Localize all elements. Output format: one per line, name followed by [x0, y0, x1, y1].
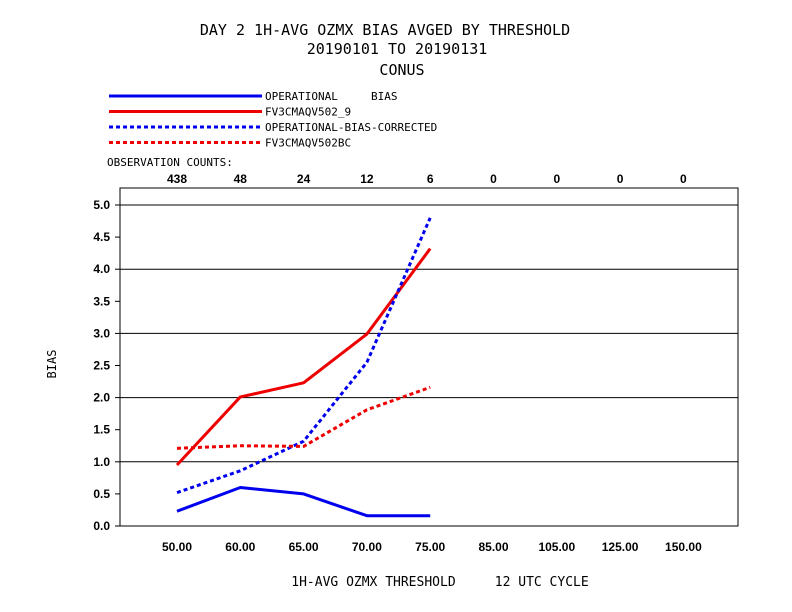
y-tick-label: 2.0 [93, 391, 110, 405]
series-line [176, 485, 431, 518]
observation-count: 6 [427, 172, 434, 186]
chart-title-line-1: DAY 2 1H-AVG OZMX BIAS AVGED BY THRESHOL… [200, 21, 570, 39]
y-tick-label: 4.5 [93, 230, 110, 244]
y-axis: 0.0 0.5 1.0 1.5 2.0 2.5 3.0 3.5 4.0 4.5 5.0 [93, 198, 120, 533]
y-tick-label: 1.0 [93, 455, 110, 469]
y-tick-label: 0.5 [93, 487, 110, 501]
series-line [176, 217, 432, 495]
x-tick-label: 60.00 [225, 540, 255, 554]
x-tick-label: 125.00 [602, 540, 639, 554]
y-tick-label: 3.0 [93, 326, 110, 340]
y-tick-label: 2.5 [93, 359, 110, 373]
observation-count: 0 [617, 172, 624, 186]
grid [120, 204, 738, 463]
y-tick-label: 1.5 [93, 423, 110, 437]
x-tick-label: 70.00 [352, 540, 382, 554]
observation-count: 0 [680, 172, 687, 186]
x-tick-label: 85.00 [478, 540, 508, 554]
legend-label: OPERATIONAL-BIAS-CORRECTED [265, 121, 437, 134]
x-axis: 50.00 60.00 65.00 70.00 75.00 85.00 105.00 125.… [162, 540, 702, 554]
y-tick-label: 4.0 [93, 262, 110, 276]
y-axis-label: BIAS [45, 350, 59, 379]
legend-label: FV3CMAQV502_9 [265, 106, 351, 119]
observation-count: 12 [360, 172, 374, 186]
legend-label: FV3CMAQV502BC [265, 137, 351, 150]
observation-count: 0 [490, 172, 497, 186]
x-tick-label: 150.00 [665, 540, 702, 554]
x-tick-label: 75.00 [415, 540, 445, 554]
observation-count: 438 [167, 172, 187, 186]
chart-title-line-2: 20190101 TO 20190131 [307, 40, 488, 58]
observation-count: 48 [234, 172, 248, 186]
x-tick-label: 50.00 [162, 540, 192, 554]
y-tick-label: 3.5 [93, 294, 110, 308]
observation-counts: 438 48 24 12 6 0 0 0 0 [167, 172, 687, 186]
legend-label: OPERATIONAL BIAS [265, 90, 397, 103]
legend: OPERATIONAL BIAS FV3CMAQV502_9 OPERATIONAL… [109, 90, 437, 150]
observation-count: 0 [553, 172, 560, 186]
series-line [175, 247, 432, 467]
chart-title-line-3: CONUS [379, 61, 424, 79]
observation-counts-label: OBSERVATION COUNTS: [107, 156, 233, 169]
y-tick-label: 5.0 [93, 198, 110, 212]
x-tick-label: 105.00 [538, 540, 575, 554]
observation-count: 24 [297, 172, 311, 186]
series-group [175, 217, 432, 518]
y-tick-label: 0.0 [93, 519, 110, 533]
plot-frame [119, 187, 739, 527]
series-line [176, 385, 431, 450]
x-axis-label: 1H-AVG OZMX THRESHOLD 12 UTC CYCLE [291, 575, 588, 590]
x-tick-label: 65.00 [289, 540, 319, 554]
